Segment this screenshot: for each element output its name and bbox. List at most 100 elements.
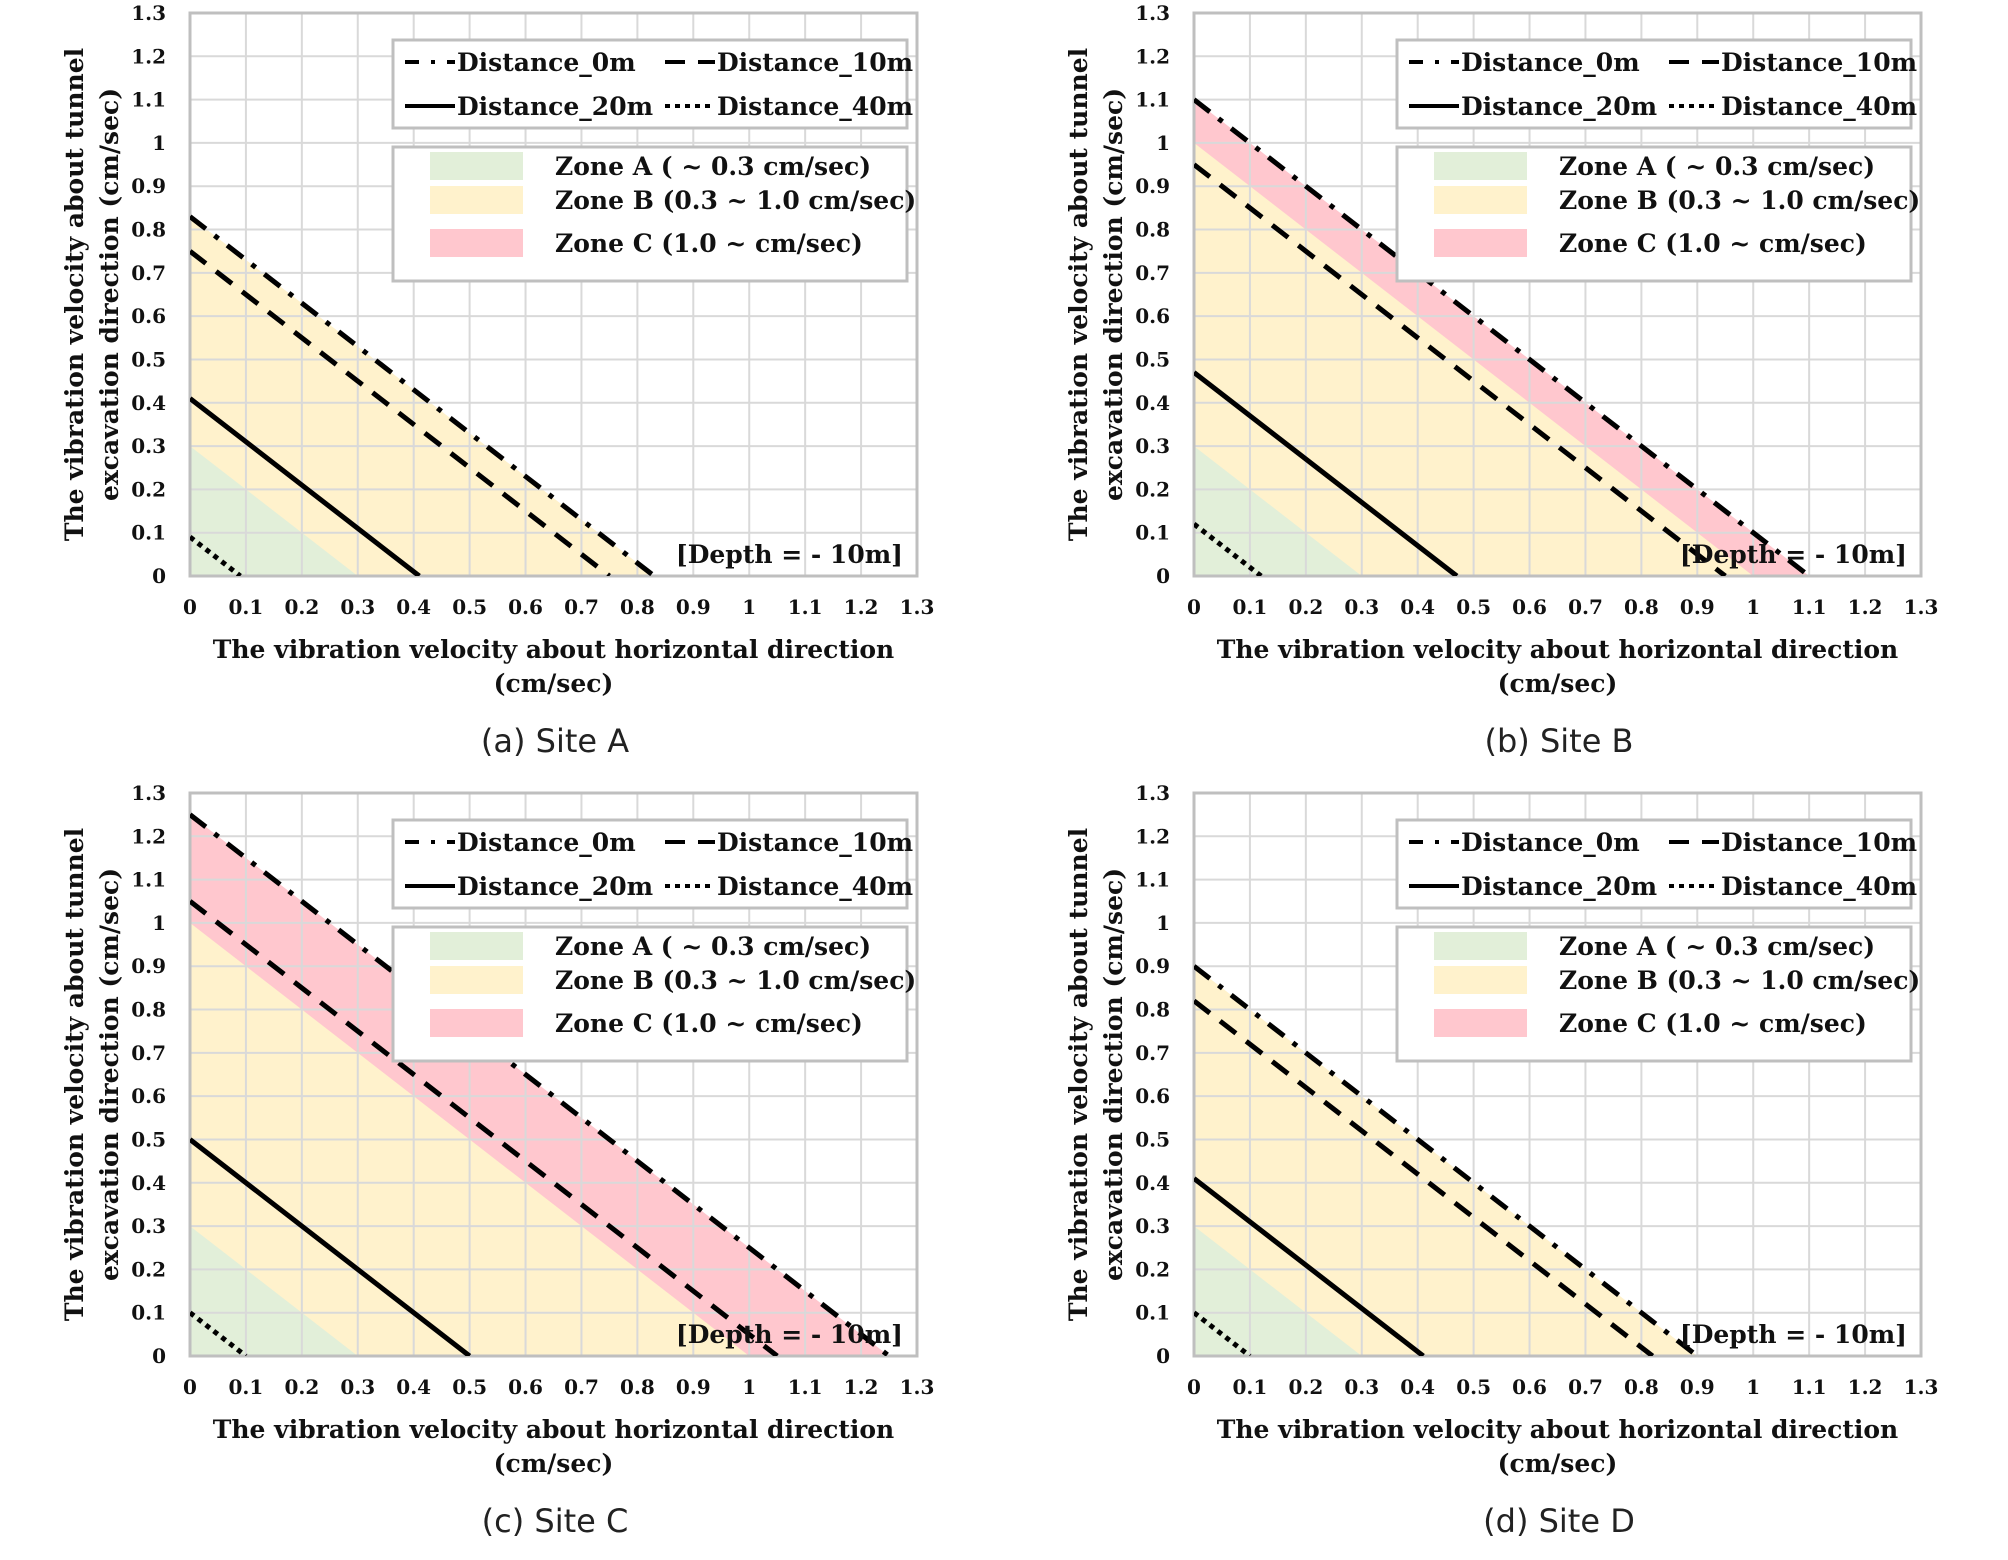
series-lines <box>1194 97 1811 576</box>
y-axis-title: The vibration velocity about tunnel <box>60 48 89 541</box>
zone-swatch-a <box>430 152 523 180</box>
y-tick-label: 0.6 <box>131 1084 166 1108</box>
line-legend-box <box>1395 38 1913 130</box>
line-legend-box <box>1395 818 1913 910</box>
x-tick-label: 0.4 <box>1400 1375 1435 1399</box>
y-axis-title-line2: excavation direction (cm/sec) <box>1099 88 1128 501</box>
zone-swatch-b <box>1434 966 1527 994</box>
chart-svg: 00 0.1 0.1 0.2 0.2 0.3 0.3 0.4 0.4 0.5 0.5 0.6 0.6 0.… <box>1064 781 1939 1478</box>
y-tick-label: 0.3 <box>131 434 166 458</box>
line-legend: Distance_0m Distance_10m Distance_20m Dista… <box>1395 38 1917 130</box>
x-tick-label: 0.3 <box>340 595 375 619</box>
y-tick-label: 0.7 <box>1135 1041 1170 1065</box>
zone-label-b: Zone B (0.3 ~ 1.0 cm/sec) <box>555 186 916 215</box>
line-legend-box <box>391 818 909 910</box>
zone-swatch-a <box>1434 932 1527 960</box>
chart-panel-site-b: 0 0 0.1 0.1 0.2 0.2 0.3 0.3 0.4 0.4 0.5 0.5 0.6 0.6 0.… <box>1004 0 2008 780</box>
x-tick-label: 0.6 <box>508 595 543 619</box>
x-tick-label: 0.6 <box>508 1375 543 1399</box>
depth-annotation: [Depth = - 10m] <box>1680 1320 1907 1349</box>
y-tick-label: 0 <box>152 1344 166 1368</box>
zone-a-fill <box>190 446 358 576</box>
x-tick-label: 0.3 <box>1344 1375 1379 1399</box>
zone-label-c: Zone C (1.0 ~ cm/sec) <box>555 229 863 258</box>
plot-frame <box>188 791 919 1358</box>
y-tick-label: 0 <box>152 564 166 588</box>
zone-label-c: Zone C (1.0 ~ cm/sec) <box>1559 229 1867 258</box>
legend-label-distance-40m: Distance_40m <box>1721 92 1917 121</box>
x-tick-label: 1 <box>742 595 756 619</box>
panel-caption: (a) Site A <box>480 722 630 760</box>
zone-a-fill <box>1194 1226 1362 1356</box>
y-tick-label: 0.8 <box>1135 998 1170 1022</box>
x-tick-label: 1.1 <box>1792 595 1827 619</box>
legend-label-distance-20m: Distance_20m <box>1461 872 1657 901</box>
x-tick-label: 0 <box>1187 1375 1201 1399</box>
y-tick-label: 0.9 <box>1135 954 1170 978</box>
x-axis-title-unit: (cm/sec) <box>1498 1449 1618 1478</box>
y-tick-label: 1.1 <box>1135 88 1170 112</box>
y-tick-label: 0.4 <box>1135 391 1170 415</box>
y-tick-label: 0.5 <box>1135 1127 1170 1151</box>
zone-legend: Zone A ( ~ 0.3 cm/sec) Zone B (0.3 ~ 1.0 … <box>1395 145 1920 283</box>
line-legend: Distance_0m Distance_10m Distance_20m Dista… <box>1395 818 1917 910</box>
y-tick-label: 1.1 <box>131 88 166 112</box>
x-tick-label: 0.3 <box>1344 595 1379 619</box>
x-tick-label: 0.5 <box>452 595 487 619</box>
series-line-distance-40m <box>190 1310 248 1356</box>
x-tick-label: 0.7 <box>1568 1375 1603 1399</box>
x-tick-label: 1 <box>1746 1375 1760 1399</box>
y-axis-title: The vibration velocity about tunnel <box>60 828 89 1321</box>
depth-annotation: [Depth = - 10m] <box>676 540 903 569</box>
y-tick-label: 1.3 <box>131 781 166 805</box>
y-tick-label: 1.2 <box>131 44 166 68</box>
zone-label-a: Zone A ( ~ 0.3 cm/sec) <box>1559 932 1875 961</box>
zone-label-a: Zone A ( ~ 0.3 cm/sec) <box>555 152 871 181</box>
zone-swatch-b <box>430 966 523 994</box>
x-tick-label: 0.4 <box>396 1375 431 1399</box>
y-tick-label: 1.3 <box>1135 1 1170 25</box>
x-tick-label: 1.2 <box>844 595 879 619</box>
plot-frame <box>1192 791 1923 1358</box>
x-tick-label: 0.8 <box>620 595 655 619</box>
y-tick-label: 1.3 <box>131 1 166 25</box>
y-tick-label: 0.7 <box>131 261 166 285</box>
x-tick-label: 1.3 <box>900 1375 935 1399</box>
y-tick-label: 1.1 <box>1135 868 1170 892</box>
x-axis-title: The vibration velocity about horizontal … <box>213 635 894 664</box>
zone-label-b: Zone B (0.3 ~ 1.0 cm/sec) <box>1559 186 1920 215</box>
zone-swatch-c <box>1434 229 1527 257</box>
x-tick-label: 1.3 <box>1904 1375 1939 1399</box>
y-tick-label: 0.8 <box>1135 218 1170 242</box>
y-tick-label: 0 <box>1156 1344 1170 1368</box>
zone-label-c: Zone C (1.0 ~ cm/sec) <box>1559 1009 1867 1038</box>
y-tick-label: 1.3 <box>1135 781 1170 805</box>
line-legend: Distance_0m Distance_10m Distance_20m Dista… <box>391 818 913 910</box>
legend-label-distance-0m: Distance_0m <box>457 48 636 77</box>
zone-a-fill <box>190 1226 358 1356</box>
x-tick-label: 0.4 <box>396 595 431 619</box>
zone-label-a: Zone A ( ~ 0.3 cm/sec) <box>555 932 871 961</box>
x-tick-label: 1.1 <box>1792 1375 1827 1399</box>
y-tick-label: 1.2 <box>1135 44 1170 68</box>
zone-legend: Zone A ( ~ 0.3 cm/sec) Zone B (0.3 ~ 1.0 … <box>1395 925 1920 1063</box>
y-tick-label: 0.1 <box>1135 1301 1170 1325</box>
legend-label-distance-0m: Distance_0m <box>1461 828 1640 857</box>
x-tick-label: 0.4 <box>1400 595 1435 619</box>
legend-label-distance-20m: Distance_20m <box>1461 92 1657 121</box>
chart-svg: 00 0.1 0.1 0.2 0.2 0.3 0.3 0.4 0.4 0.5 0.5 0.6 0.6 0.… <box>60 1 934 698</box>
series-line-distance-40m <box>1194 522 1263 576</box>
depth-annotation: [Depth = - 10m] <box>676 1320 903 1349</box>
zone-swatch-b <box>1434 186 1527 214</box>
y-axis-title-line2: excavation direction (cm/sec) <box>95 868 124 1281</box>
x-axis-title: The vibration velocity about horizontal … <box>1217 635 1898 664</box>
series-line-distance-20m <box>1194 370 1459 576</box>
series-line-distance-0m <box>190 214 656 576</box>
y-tick-label: 0.1 <box>131 521 166 545</box>
x-tick-label: 1 <box>1746 595 1760 619</box>
zone-label-a: Zone A ( ~ 0.3 cm/sec) <box>1559 152 1875 181</box>
series-line-distance-10m <box>190 899 779 1356</box>
series-line-distance-0m <box>1194 964 1699 1356</box>
series-line-distance-0m <box>1194 97 1811 576</box>
chart-svg: 00 0.1 0.1 0.2 0.2 0.3 0.3 0.4 0.4 0.5 0.5 0.6 0.6 0.… <box>60 781 935 1478</box>
